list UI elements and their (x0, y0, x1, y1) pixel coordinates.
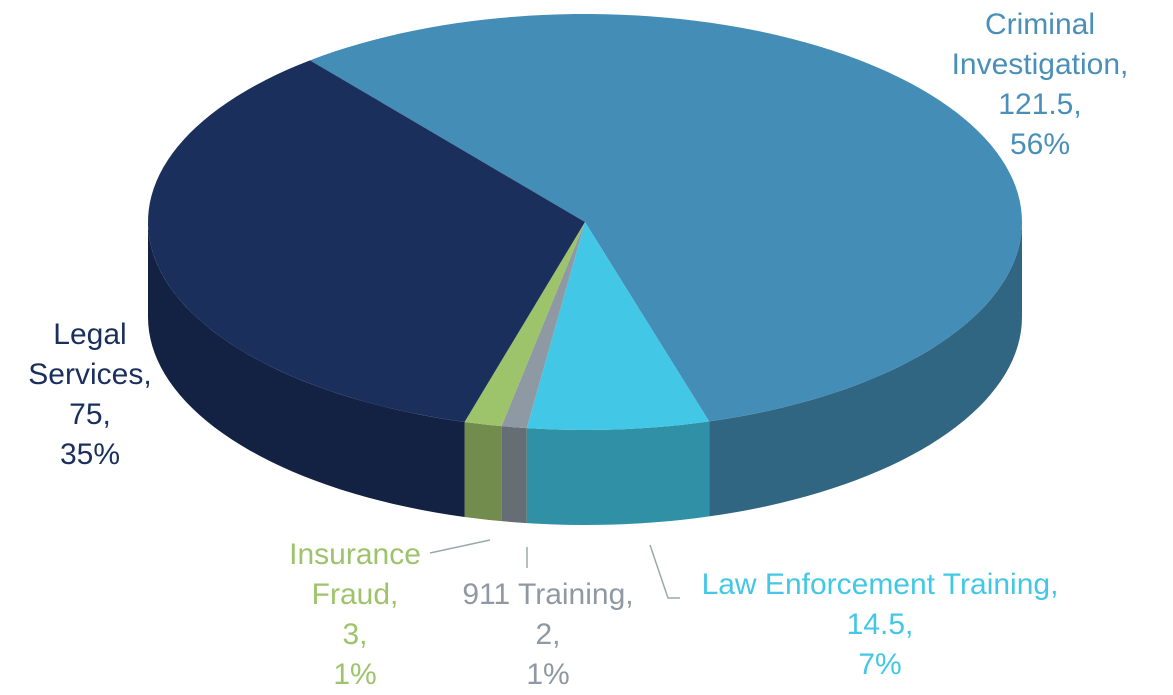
data-label: Criminal Investigation, 121.5, 56% (925, 5, 1155, 165)
label-part: , (625, 578, 634, 611)
label-part: 911 Training (462, 578, 626, 611)
label-part: , (102, 398, 111, 431)
label-part: Legal Services (28, 318, 144, 391)
label-part: , (390, 578, 399, 611)
slice (309, 14, 1022, 422)
label-part: Insurance Fraud (289, 538, 421, 611)
label-part: 3 (342, 618, 360, 651)
label-part: 7% (858, 648, 902, 681)
label-part: , (143, 358, 152, 391)
slice-side (148, 222, 465, 517)
label-part: 35% (59, 438, 121, 471)
label-part: , (1073, 88, 1082, 121)
slice-side (501, 426, 527, 524)
label-part: 56% (1009, 128, 1071, 161)
label-part: , (905, 608, 914, 641)
slice-side (709, 222, 1022, 517)
data-label: Insurance Fraud, 3, 1% (270, 535, 440, 695)
label-part: 14.5 (846, 608, 906, 641)
label-part: 121.5 (998, 88, 1074, 121)
label-part: , (552, 618, 561, 651)
label-part: 2 (535, 618, 553, 651)
label-part: Law Enforcement Training (701, 568, 1051, 601)
leader-line (649, 544, 680, 599)
label-part: 1% (333, 658, 377, 691)
slice-side (464, 421, 502, 522)
slice (464, 222, 585, 427)
label-part: , (359, 618, 368, 651)
leader-line (429, 539, 491, 554)
slice (526, 222, 710, 430)
label-part: Criminal Investigation (951, 8, 1121, 81)
data-label: Law Enforcement Training, 14.5, 7% (650, 565, 1110, 685)
slice (501, 222, 585, 429)
slice-side (526, 421, 710, 525)
label-part: , (1120, 48, 1129, 81)
data-label: 911 Training, 2, 1% (433, 575, 663, 695)
data-label: Legal Services, 75, 35% (5, 315, 175, 475)
label-part: 75 (69, 398, 103, 431)
slice (148, 60, 586, 422)
label-part: 1% (526, 658, 570, 691)
label-part: , (1050, 568, 1059, 601)
